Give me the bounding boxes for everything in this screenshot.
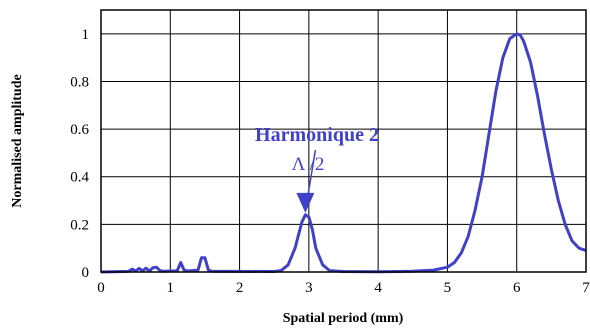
- y-tick-label: 0.2: [70, 217, 89, 233]
- y-tick-label: 0: [82, 265, 90, 281]
- x-tick-label: 7: [582, 280, 590, 296]
- series-line: [100, 32, 587, 274]
- plot-frame: [100, 9, 587, 273]
- y-tick-label: 0.4: [70, 170, 89, 186]
- arrow-shaft: [306, 149, 317, 199]
- y-tick-labels: 0 0.2 0.4 0.6 0.8 1: [70, 27, 89, 281]
- x-tick-label: 5: [444, 280, 452, 296]
- x-tick-label: 6: [513, 280, 521, 296]
- annotation-arrow: [296, 149, 317, 213]
- lambda-annotation: Λ /2: [292, 154, 325, 175]
- arrow-head: [296, 192, 315, 213]
- x-tick-label: 1: [167, 280, 175, 296]
- harmonic-annotation: Harmonique 2: [255, 124, 379, 146]
- x-tick-label: 0: [97, 280, 105, 296]
- x-axis-title: Spatial period (mm): [283, 311, 404, 326]
- grid: [101, 10, 586, 272]
- y-tick-label: 0.8: [70, 74, 89, 90]
- x-tick-label: 4: [374, 280, 382, 296]
- y-tick-label: 0.6: [70, 122, 89, 138]
- y-tick-label: 1: [82, 27, 90, 43]
- x-tick-labels: 0 1 2 3 4 5 6 7: [97, 280, 590, 296]
- y-axis-title: Normalised amplitude: [10, 74, 25, 207]
- x-tick-label: 3: [305, 280, 313, 296]
- x-tick-label: 2: [236, 280, 244, 296]
